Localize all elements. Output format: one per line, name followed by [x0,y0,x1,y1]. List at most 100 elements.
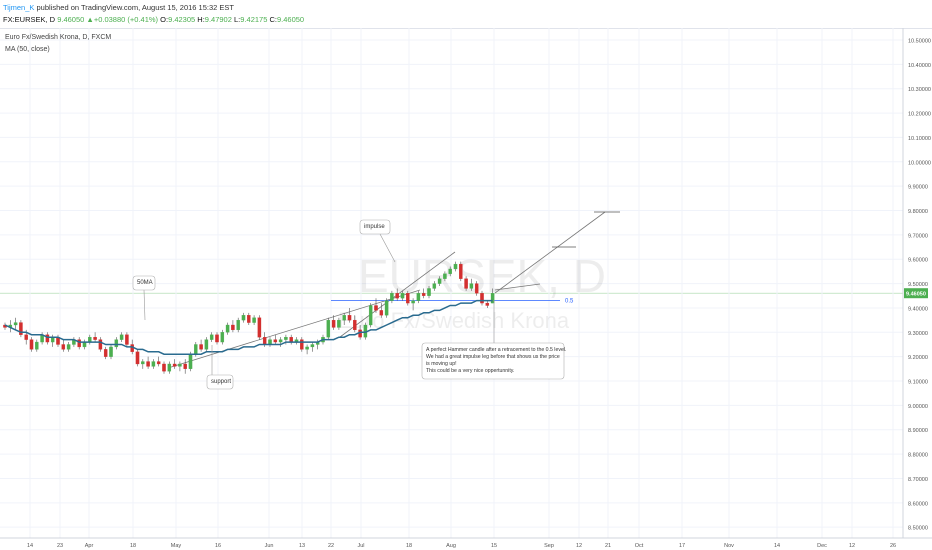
candle-body [247,315,251,323]
time-tick-label: 17 [679,543,685,549]
close-label: C: [269,15,277,24]
candle-body [88,337,92,343]
candle-body [135,351,140,365]
time-tick-label: 12 [849,543,855,549]
publish-info: Tijmen_K published on TradingView.com, A… [3,3,234,12]
time-axis: 14 23 Apr 18 May 16 Jun 13 22 Jul 18 Aug 15 Sep 12 21 Oc… [0,537,932,549]
price-tick-label: 8.80000 [908,453,928,459]
price-tick-label: 9.50000 [908,282,928,288]
price-axis: 10.50000 10.40000 10.30000 10.20000 10.10000… [902,28,931,538]
candle-body [284,337,288,340]
impulse-callout-box [359,219,391,235]
note-callout-text: is moving up! [426,361,457,367]
candle-body [204,339,209,350]
publish-header: Tijmen_K published on TradingView.com, A… [0,0,932,29]
time-tick-label: Apr [85,543,94,549]
price-tick-label: 8.90000 [908,428,928,434]
time-tick-label: 18 [406,543,412,549]
candle-body [178,363,182,367]
price-tick-label: 9.10000 [908,380,928,386]
price-tick-label: 10.20000 [908,112,931,118]
candle-body [13,322,18,326]
impulse-callout-text: impulse [364,224,385,230]
series-legend[interactable]: Euro Fx/Swedish Krona, D, FXCM [5,34,112,41]
candle-body [220,332,225,343]
candle-body [395,293,399,299]
candle-body [437,278,442,284]
candle-body [368,305,373,326]
candle-body [469,283,474,289]
published-text: published on TradingView.com, August 15,… [36,3,235,12]
price-tick-label: 8.60000 [908,501,928,507]
candle-body [326,319,331,338]
indicator-legend[interactable]: MA (50, close) [5,46,50,53]
symbol-label: FX:EURSEK, D [3,15,56,24]
retrace-line [494,283,541,291]
time-tick-label: 21 [605,543,611,549]
time-tick-label: 18 [130,543,136,549]
chart-drawings: 0.5 [167,211,620,369]
candle-body [331,319,336,328]
candle-body [257,317,262,338]
price-tick-label: 9.30000 [908,331,928,337]
time-tick-label: Jul [357,543,364,549]
price-tick-label: 9.90000 [908,185,928,191]
price-tick-label: 10.10000 [908,136,931,142]
candle-body [125,334,129,345]
watermark: EURSEK, D Euro Fx/Swedish Krona [338,250,606,333]
close-value-2: 9.46050 [276,15,305,24]
time-tick-label: 26 [890,543,896,549]
note-callout: A perfect Hammer candle after a retracem… [421,300,566,380]
candle-body [337,319,341,328]
candle-body [35,341,39,350]
candle-body [400,293,405,299]
time-tick-label: 14 [774,543,780,549]
candle-body [162,363,166,372]
time-tick-label: 14 [27,543,33,549]
candle-body [289,337,293,343]
candle-body [156,361,161,365]
price-tick-label: 10.00000 [908,160,931,166]
projection-line [494,211,606,294]
candle-body [209,334,214,340]
price-tick-label: 9.00000 [908,404,928,410]
price-tick-label: 10.30000 [908,87,931,93]
price-tick-label: 10.40000 [908,63,931,69]
time-tick-label: Jun [265,543,274,549]
ohlc-line: FX:EURSEK, D 9.46050 ▲+0.03880 (+0.41%) … [3,15,304,24]
candle-body [61,344,66,350]
author-link[interactable]: Tijmen_K [3,3,35,12]
candle-body [141,361,145,365]
candle-body [310,344,315,348]
price-tick-label: 9.20000 [908,355,928,361]
candle-body [252,317,256,323]
ma-callout-pointer [143,289,146,321]
candle-body [485,302,490,306]
candle-body [77,339,81,348]
time-tick-label: Sep [544,543,554,549]
candle-body [103,349,108,357]
candle-body [24,334,28,340]
candle-body [474,283,479,294]
candle-body [194,344,198,355]
candle-body [480,293,484,304]
candle-body [342,315,346,321]
price-tick-label: 9.40000 [908,306,928,312]
candle-body [183,363,187,369]
candle-body [98,339,103,350]
candle-body [427,288,431,296]
ma-callout-box [132,275,156,291]
candle-body [448,268,452,274]
candle-body [406,293,410,304]
candle-body [379,310,384,316]
note-callout-text: This could be a very nice oppertunnity. [426,368,514,374]
time-tick-label: 23 [57,543,63,549]
price-tick-label: 9.60000 [908,258,928,264]
time-tick-label: Oct [635,543,644,549]
time-tick-label: 13 [299,543,305,549]
time-tick-label: Nov [724,543,734,549]
candle-body [459,263,463,279]
price-chart[interactable]: EURSEK, D Euro Fx/Swedish Krona 0.5 50MA… [0,28,932,550]
note-callout-text: We had a great impulse leg before that s… [426,354,560,360]
time-tick-label: Dec [817,543,827,549]
